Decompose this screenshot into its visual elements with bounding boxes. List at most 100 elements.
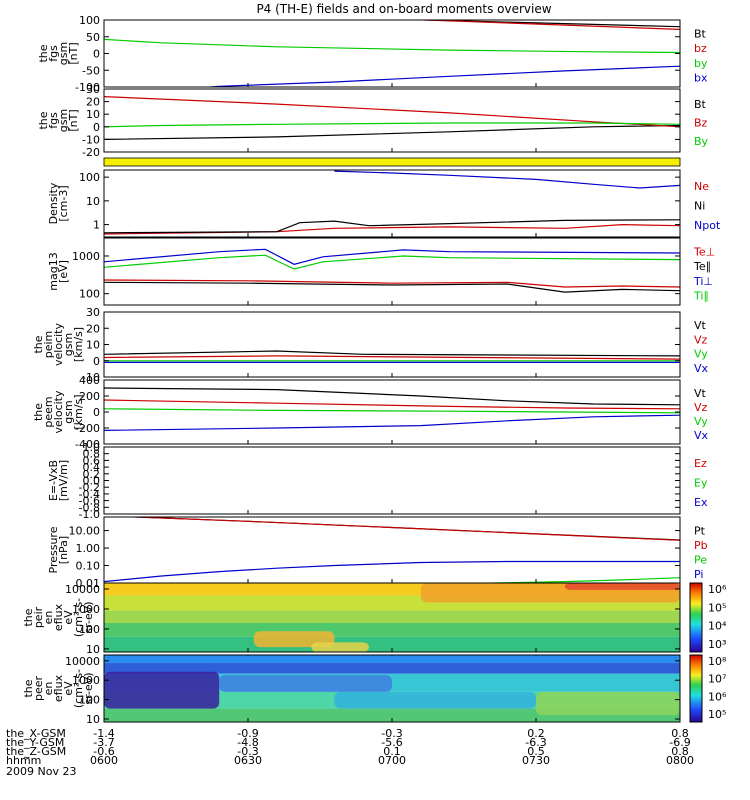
y-tick-label: 100 [79,694,100,707]
y-axis-label: the [32,403,45,421]
y-tick-label: 10 [86,108,100,121]
series-Bz [104,96,680,128]
series-Te⊥ [104,279,680,288]
series-Pe [460,577,680,583]
series-Vz [104,355,680,360]
y-tick-label: 0 [93,406,100,419]
y-tick-label: 1000 [72,674,100,687]
footer-value: 0600 [90,754,118,767]
y-axis-label: Density [47,182,60,224]
y-axis-label: the [37,111,50,129]
y-tick-label: 400 [79,374,100,387]
heatmap-band [104,623,680,637]
series-Ni [104,219,680,234]
y-axis-label: the [32,335,45,353]
y-axis-label: sr-eV) [82,601,95,633]
footer-row-label: the_Z-GSM [6,745,66,758]
legend-Vx: Vx [694,362,709,375]
y-tick-label: 30 [86,306,100,319]
footer-value: 0.8 [671,727,689,740]
series-Pi [104,560,680,583]
y-tick-label: 0.2 [83,468,101,481]
y-tick-label: 0 [93,121,100,134]
series-Bt [104,124,680,140]
panel-7: Ez Ey Ex 1.00.80.60.40.20.0-0.2-0.4-0.6-0.8… [47,441,708,521]
footer-row-label: the_X-GSM [6,727,66,740]
y-tick-label: 10000 [65,655,100,668]
y-axis-label: gsm [62,333,75,356]
y-axis-label: the [22,608,35,626]
legend-by: by [694,57,708,70]
legend-Vy: Vy [694,348,708,361]
y-tick-label: 200 [79,390,100,403]
footer-date: 2009 Nov 23 [6,765,76,778]
footer-value: 0730 [522,754,550,767]
y-axis-label: peem [42,396,55,427]
y-axis-label: fgs [47,45,60,62]
y-tick-label: 10000 [65,583,100,596]
heatmap-band [104,655,680,664]
y-axis-label: [eV] [57,260,70,283]
y-axis-label: gsm [57,42,70,65]
heatmap-band [104,663,680,674]
legend-Pb: Pb [694,539,708,552]
y-axis-label: [nT] [67,109,80,131]
legend-Pe: Pe [694,553,707,566]
y-tick-label: 10 [86,713,100,726]
legend-Ti∥: Ti∥ [693,290,709,303]
heatmap-region [536,691,680,716]
footer-value: 0800 [666,754,694,767]
chart-title: P4 (TH-E) fields and on-board moments ov… [256,2,551,16]
y-tick-label: -400 [75,438,100,451]
panel-frame [103,19,681,88]
y-tick-label: 0.4 [83,461,101,474]
colorbar-bar [689,654,703,723]
legend-Te⊥: Te⊥ [693,245,715,258]
y-tick-label: 100 [79,623,100,636]
footer-value: -1.4 [93,727,114,740]
y-axis-label: velocity [52,323,65,366]
y-tick-label: -100 [75,81,100,94]
legend-Vz: Vz [694,401,708,414]
y-axis-label: gsm [57,109,70,132]
footer-value: -4.8 [237,736,258,749]
colorbar-label: 10⁴ [708,620,727,633]
footer-value: -0.9 [237,727,258,740]
footer-value: 0700 [378,754,406,767]
series-bx [202,65,680,87]
legend-Bz: Bz [694,117,708,130]
footer-value: -0.6 [93,745,114,758]
y-tick-label: 30 [86,83,100,96]
heatmap-band [104,610,680,624]
y-axis-label: en [42,682,55,696]
y-tick-label: 100 [79,171,100,184]
y-tick-label: -0.4 [79,488,100,501]
footer-value: -0.3 [381,727,402,740]
y-tick-label: -0.8 [79,501,100,514]
y-axis-label: E=-VxB [47,460,60,501]
y-tick-label: 0 [93,48,100,61]
legend-Vt: Vt [694,319,707,332]
y-tick-label: 10.00 [69,525,101,538]
footer-value: 0.1 [383,745,401,758]
y-axis-label: [nT] [67,42,80,64]
y-tick-label: 10 [86,643,100,656]
y-tick-label: 0 [93,355,100,368]
y-axis-label: peir [32,606,45,628]
legend-bz: bz [694,42,707,55]
y-tick-label: -200 [75,422,100,435]
y-tick-label: -20 [82,146,100,159]
y-tick-label: 0.10 [76,560,101,573]
panel-9: 10000 1000 100 10 thepeirenefluxeV(cm²-s-sr-… [22,582,681,656]
series-bz [409,20,680,30]
colorbar-label: 10⁵ [708,601,726,614]
y-tick-label: -50 [82,64,100,77]
y-axis-label: fgs [47,112,60,129]
legend-Ne: Ne [694,180,709,193]
colorbar-1: 10⁶ 10⁵ 10⁴ 10³ [689,582,727,653]
legend-bx: bx [694,72,708,85]
footer-value: -3.7 [93,736,114,749]
